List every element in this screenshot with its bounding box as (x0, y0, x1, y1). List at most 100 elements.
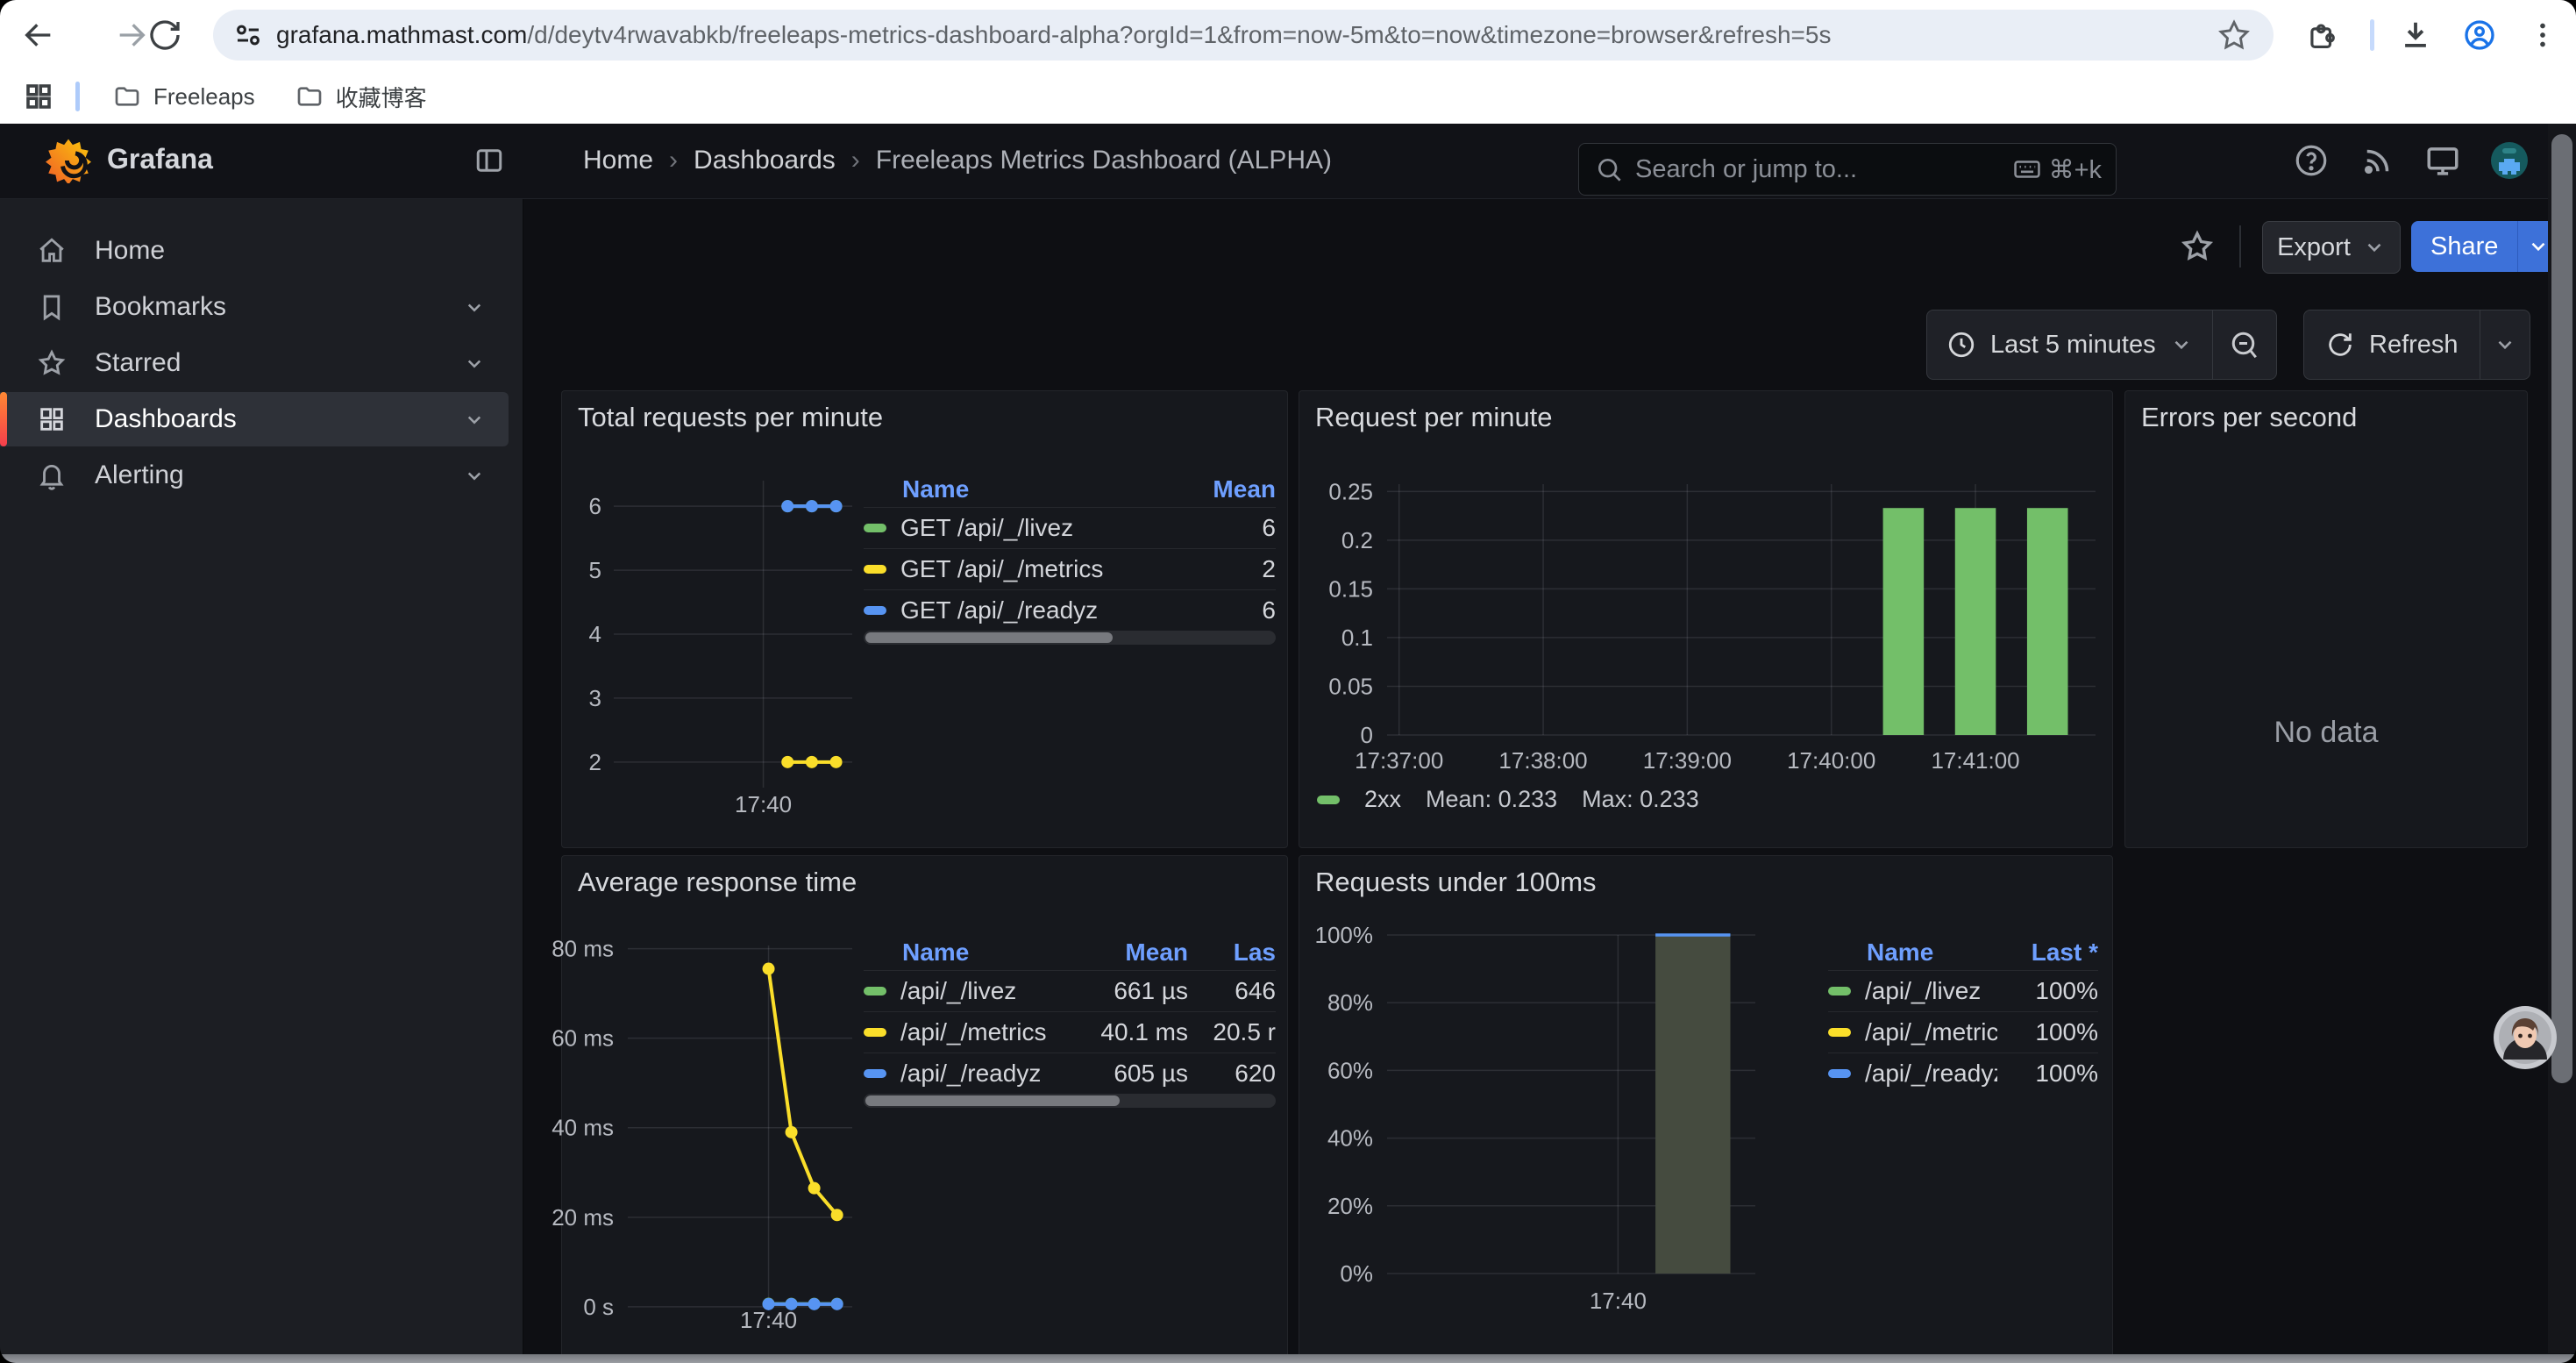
refresh-interval-button[interactable] (2480, 333, 2530, 356)
panel-total-requests[interactable]: Total requests per minute (561, 390, 1288, 848)
apps-grid-icon (26, 84, 51, 109)
url-path: /d/deytv4rwavabkb/freeleaps-metrics-dash… (527, 21, 1832, 48)
series-value: 100% (2035, 1060, 2098, 1087)
panel-average-response-time[interactable]: Average response time (561, 855, 1288, 1363)
panel-requests-under-100ms[interactable]: Requests under 100ms (1299, 855, 2113, 1363)
time-range-picker[interactable]: Last 5 minutes (1927, 330, 2212, 360)
sidebar-item-alerting[interactable]: Alerting (0, 448, 509, 503)
vertical-scrollbar[interactable] (2548, 124, 2576, 1353)
grafana-brand[interactable]: Grafana (107, 143, 213, 175)
back-button[interactable] (14, 11, 63, 60)
panel-title[interactable]: Requests under 100ms (1315, 867, 1597, 897)
panel-title[interactable]: Total requests per minute (578, 402, 884, 432)
panel-title[interactable]: Request per minute (1315, 402, 1553, 432)
scrollbar-thumb[interactable] (865, 1095, 1120, 1106)
legend-table-row[interactable]: /api/_/readyz 605 µs 620 (864, 1053, 1276, 1094)
panel-request-per-minute[interactable]: Request per minute (1299, 390, 2113, 848)
chevron-down-icon[interactable] (461, 462, 487, 489)
legend-table-row[interactable]: /api/_/livez 100% (1828, 970, 2098, 1011)
bookmark-star-icon[interactable] (2217, 18, 2251, 52)
panel-errors-per-second[interactable]: Errors per second No data (2124, 390, 2528, 848)
zoom-out-button[interactable] (2213, 329, 2276, 360)
legend-request-per-minute[interactable]: 2xx Mean: 0.233 Max: 0.233 (1317, 786, 1699, 813)
panel-title[interactable]: Average response time (578, 867, 857, 897)
series-name: /api/_/readyz (1865, 1060, 1997, 1087)
bookmark-folder-blogs[interactable]: 收藏博客 (281, 74, 441, 120)
sidebar-item-starred[interactable]: Starred (0, 336, 509, 390)
reload-button[interactable] (140, 11, 189, 60)
grafana-app: Grafana Home › Dashboards › Freeleaps Me… (0, 124, 2576, 1363)
help-button[interactable] (2290, 139, 2332, 182)
sidebar-collapse-button[interactable] (473, 145, 505, 176)
refresh-icon (2329, 333, 2352, 356)
column-header[interactable]: Name (902, 475, 970, 503)
scrollbar-thumb[interactable] (865, 632, 1113, 643)
reload-icon (150, 20, 180, 50)
no-data-message: No data (2274, 716, 2379, 749)
column-header[interactable]: Las (1233, 938, 1276, 966)
legend-series-name[interactable]: 2xx (1364, 786, 1402, 812)
home-icon (37, 236, 67, 266)
bookmark-icon (37, 292, 67, 322)
user-avatar[interactable] (2488, 139, 2530, 182)
star-dashboard-button[interactable] (2180, 229, 2215, 264)
sidebar-item-label: Starred (95, 348, 181, 377)
chevron-down-icon[interactable] (461, 350, 487, 376)
scrollbar-thumb[interactable] (2551, 134, 2572, 1083)
horizontal-scrollbar[interactable] (0, 1354, 2576, 1363)
panel-title[interactable]: Errors per second (2141, 402, 2358, 432)
table-hscrollbar[interactable] (864, 1094, 1276, 1108)
time-range-label: Last 5 minutes (1990, 330, 2156, 359)
monitor-icon (2427, 147, 2459, 175)
display-button[interactable] (2422, 139, 2464, 182)
dashboards-grid-icon (37, 404, 67, 434)
assistant-avatar-widget[interactable] (2493, 1005, 2558, 1070)
sidebar-item-bookmarks[interactable]: Bookmarks (0, 280, 509, 334)
toolbar-separator (2370, 19, 2374, 51)
breadcrumb-home[interactable]: Home (583, 146, 654, 175)
series-name: /api/_/metrics (900, 1018, 1047, 1045)
sidebar-item-label: Bookmarks (95, 292, 227, 321)
sidebar-item-dashboards[interactable]: Dashboards (0, 392, 509, 446)
column-header[interactable]: Mean (1125, 938, 1188, 966)
export-label: Export (2277, 232, 2351, 261)
legend-table-row[interactable]: GET /api/_/livez 6 (864, 507, 1276, 548)
series-value: 100% (2035, 1018, 2098, 1045)
column-header[interactable]: Last * (2031, 938, 2098, 966)
table-hscrollbar[interactable] (864, 631, 1276, 645)
legend-table-row[interactable]: /api/_/livez 661 µs 646 (864, 970, 1276, 1011)
column-header[interactable]: Name (902, 938, 970, 966)
profile-button[interactable] (2455, 11, 2504, 60)
bookmark-folder-freeleaps[interactable]: Freeleaps (99, 75, 269, 118)
keyboard-icon (2013, 161, 2040, 178)
forward-button[interactable] (107, 11, 156, 60)
legend-table-row[interactable]: GET /api/_/readyz 6 (864, 589, 1276, 631)
share-button[interactable]: Share (2411, 221, 2518, 272)
legend-table-row[interactable]: GET /api/_/metrics 2 (864, 548, 1276, 589)
legend-table-row[interactable]: /api/_/metrics 40.1 ms 20.5 r (864, 1011, 1276, 1053)
breadcrumb-dashboards[interactable]: Dashboards (694, 146, 836, 175)
legend-table-row[interactable]: /api/_/metrics 100% (1828, 1011, 2098, 1053)
url-bar[interactable]: grafana.mathmast.com/d/deytv4rwavabkb/fr… (213, 10, 2274, 61)
downloads-button[interactable] (2391, 11, 2440, 60)
news-button[interactable] (2357, 139, 2399, 182)
legend-table-row[interactable]: /api/_/readyz 100% (1828, 1053, 2098, 1094)
legend-table-header: Name Mean (864, 472, 1276, 507)
chevron-down-icon[interactable] (461, 406, 487, 432)
apps-grid-button[interactable] (23, 81, 54, 112)
column-header[interactable]: Mean (1213, 475, 1276, 503)
search-input[interactable]: Search or jump to... ⌘+k (1578, 143, 2117, 196)
assistant-avatar-image (2494, 1006, 2557, 1069)
export-button[interactable]: Export (2262, 221, 2401, 274)
divider (2211, 310, 2213, 379)
refresh-button[interactable]: Refresh (2304, 330, 2480, 360)
chevron-down-icon[interactable] (461, 294, 487, 320)
grafana-logo[interactable] (46, 138, 91, 183)
site-controls-icon[interactable] (232, 19, 264, 51)
browser-menu-button[interactable] (2518, 11, 2567, 60)
series-name: GET /api/_/livez (900, 514, 1074, 541)
extensions-button[interactable] (2297, 11, 2346, 60)
column-header[interactable]: Name (1867, 938, 1934, 966)
sidebar-item-home[interactable]: Home (0, 224, 509, 278)
